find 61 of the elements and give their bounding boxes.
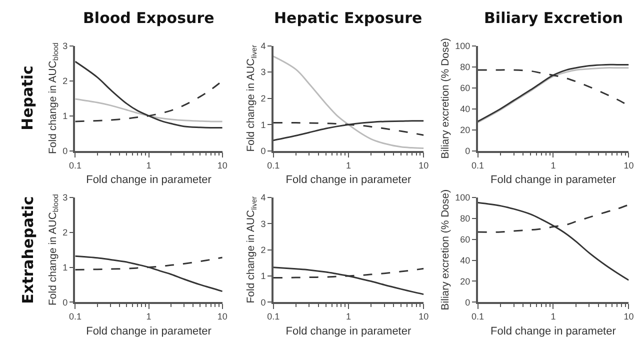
x-tick-label: 1 [346, 160, 352, 170]
y-tick-label: 80 [460, 62, 470, 72]
x-tick-label: 10 [624, 160, 634, 170]
y-tick-label: 20 [460, 276, 470, 286]
x-tick-label: 0.1 [267, 312, 280, 322]
x-tick-label: 10 [418, 160, 429, 170]
chart-title: Hepatic Exposure [274, 9, 422, 27]
y-tick-label: 1 [260, 120, 266, 130]
y-tick-label: 2 [62, 76, 68, 86]
y-tick-label: 3 [260, 218, 266, 229]
y-tick-label: 40 [460, 255, 470, 266]
y-tick-label: 100 [455, 40, 470, 51]
y-tick-label: 1 [260, 271, 266, 282]
y-tick-label: 40 [460, 104, 470, 114]
y-tick-label: 1 [62, 110, 68, 121]
y-tick-label: 2 [62, 228, 68, 238]
x-axis-title: Fold change in parameter [490, 174, 616, 186]
x-tick-label: 0.1 [68, 160, 82, 170]
x-tick-label: 0.1 [471, 312, 484, 322]
y-axis-title: Biliary excretion (% Dose) [439, 38, 452, 159]
y-tick-label: 3 [62, 40, 68, 51]
y-tick-label: 1 [62, 262, 68, 272]
x-tick-label: 1 [146, 312, 152, 322]
x-tick-label: 10 [624, 312, 634, 322]
x-tick-label: 0.1 [68, 312, 82, 322]
x-tick-label: 10 [217, 312, 228, 322]
x-axis-title: Fold change in parameter [86, 325, 212, 338]
x-tick-label: 1 [550, 312, 556, 322]
x-axis-title: Fold change in parameter [86, 174, 212, 186]
x-tick-label: 0.1 [471, 160, 484, 170]
text: Hepatic [18, 66, 37, 130]
x-tick-label: 10 [217, 160, 228, 170]
y-tick-label: 60 [460, 234, 470, 244]
y-tick-label: 0 [260, 146, 266, 156]
x-axis-title: Fold change in parameter [286, 325, 412, 338]
y-tick-label: 4 [260, 40, 266, 51]
y-tick-label: 3 [260, 67, 266, 78]
chart-title: Biliary Excretion [484, 9, 624, 27]
chart-title: Blood Exposure [83, 9, 214, 27]
x-tick-label: 1 [346, 312, 352, 322]
x-axis-title: Fold change in parameter [490, 325, 616, 338]
y-tick-label: 20 [460, 125, 470, 135]
y-tick-label: 0 [62, 297, 68, 308]
y-tick-label: 4 [260, 192, 266, 203]
x-tick-label: 10 [418, 312, 429, 322]
x-tick-label: 1 [550, 160, 556, 170]
y-axis-title: Biliary excretion (% Dose) [439, 189, 452, 310]
y-tick-label: 0 [62, 146, 68, 156]
x-tick-label: 1 [146, 160, 152, 170]
x-axis-title: Fold change in parameter [286, 174, 412, 186]
x-tick-label: 0.1 [267, 160, 280, 170]
y-tick-label: 0 [260, 297, 266, 308]
y-tick-label: 80 [460, 214, 470, 224]
text: Extrahepatic [19, 196, 38, 304]
y-tick-label: 2 [260, 244, 266, 255]
y-tick-label: 0 [465, 146, 470, 156]
y-tick-label: 3 [62, 192, 68, 203]
y-tick-label: 0 [465, 297, 470, 308]
y-tick-label: 60 [460, 82, 470, 93]
y-tick-label: 2 [260, 93, 266, 104]
y-tick-label: 100 [455, 192, 470, 203]
